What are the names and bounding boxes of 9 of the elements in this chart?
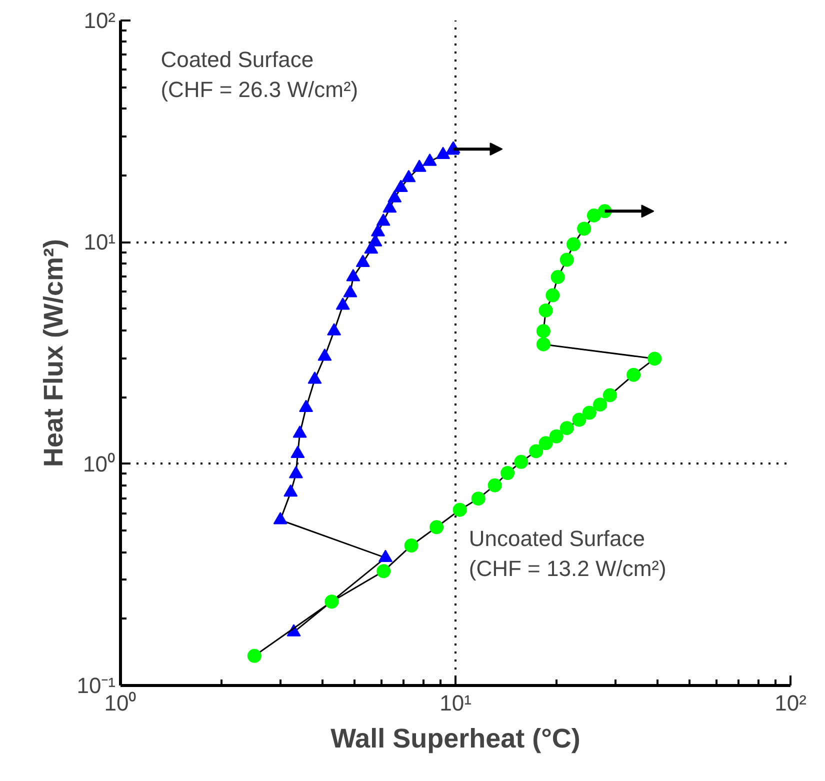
y-tick-label: 10²	[84, 8, 116, 33]
annotation: Uncoated Surface (CHF = 13.2 W/cm²)	[468, 526, 666, 581]
x-tick-label: 10¹	[440, 690, 472, 716]
y-tick-label: 10¹	[84, 230, 116, 255]
annotation: Coated Surface (CHF = 26.3 W/cm²)	[160, 47, 358, 102]
x-tick-label: 10²	[774, 690, 806, 716]
y-axis-title: Heat Flux (W/cm²)	[38, 238, 69, 468]
x-axis-title: Wall Superheat (°C)	[330, 724, 580, 754]
y-tick-label: 10⁰	[83, 451, 116, 476]
